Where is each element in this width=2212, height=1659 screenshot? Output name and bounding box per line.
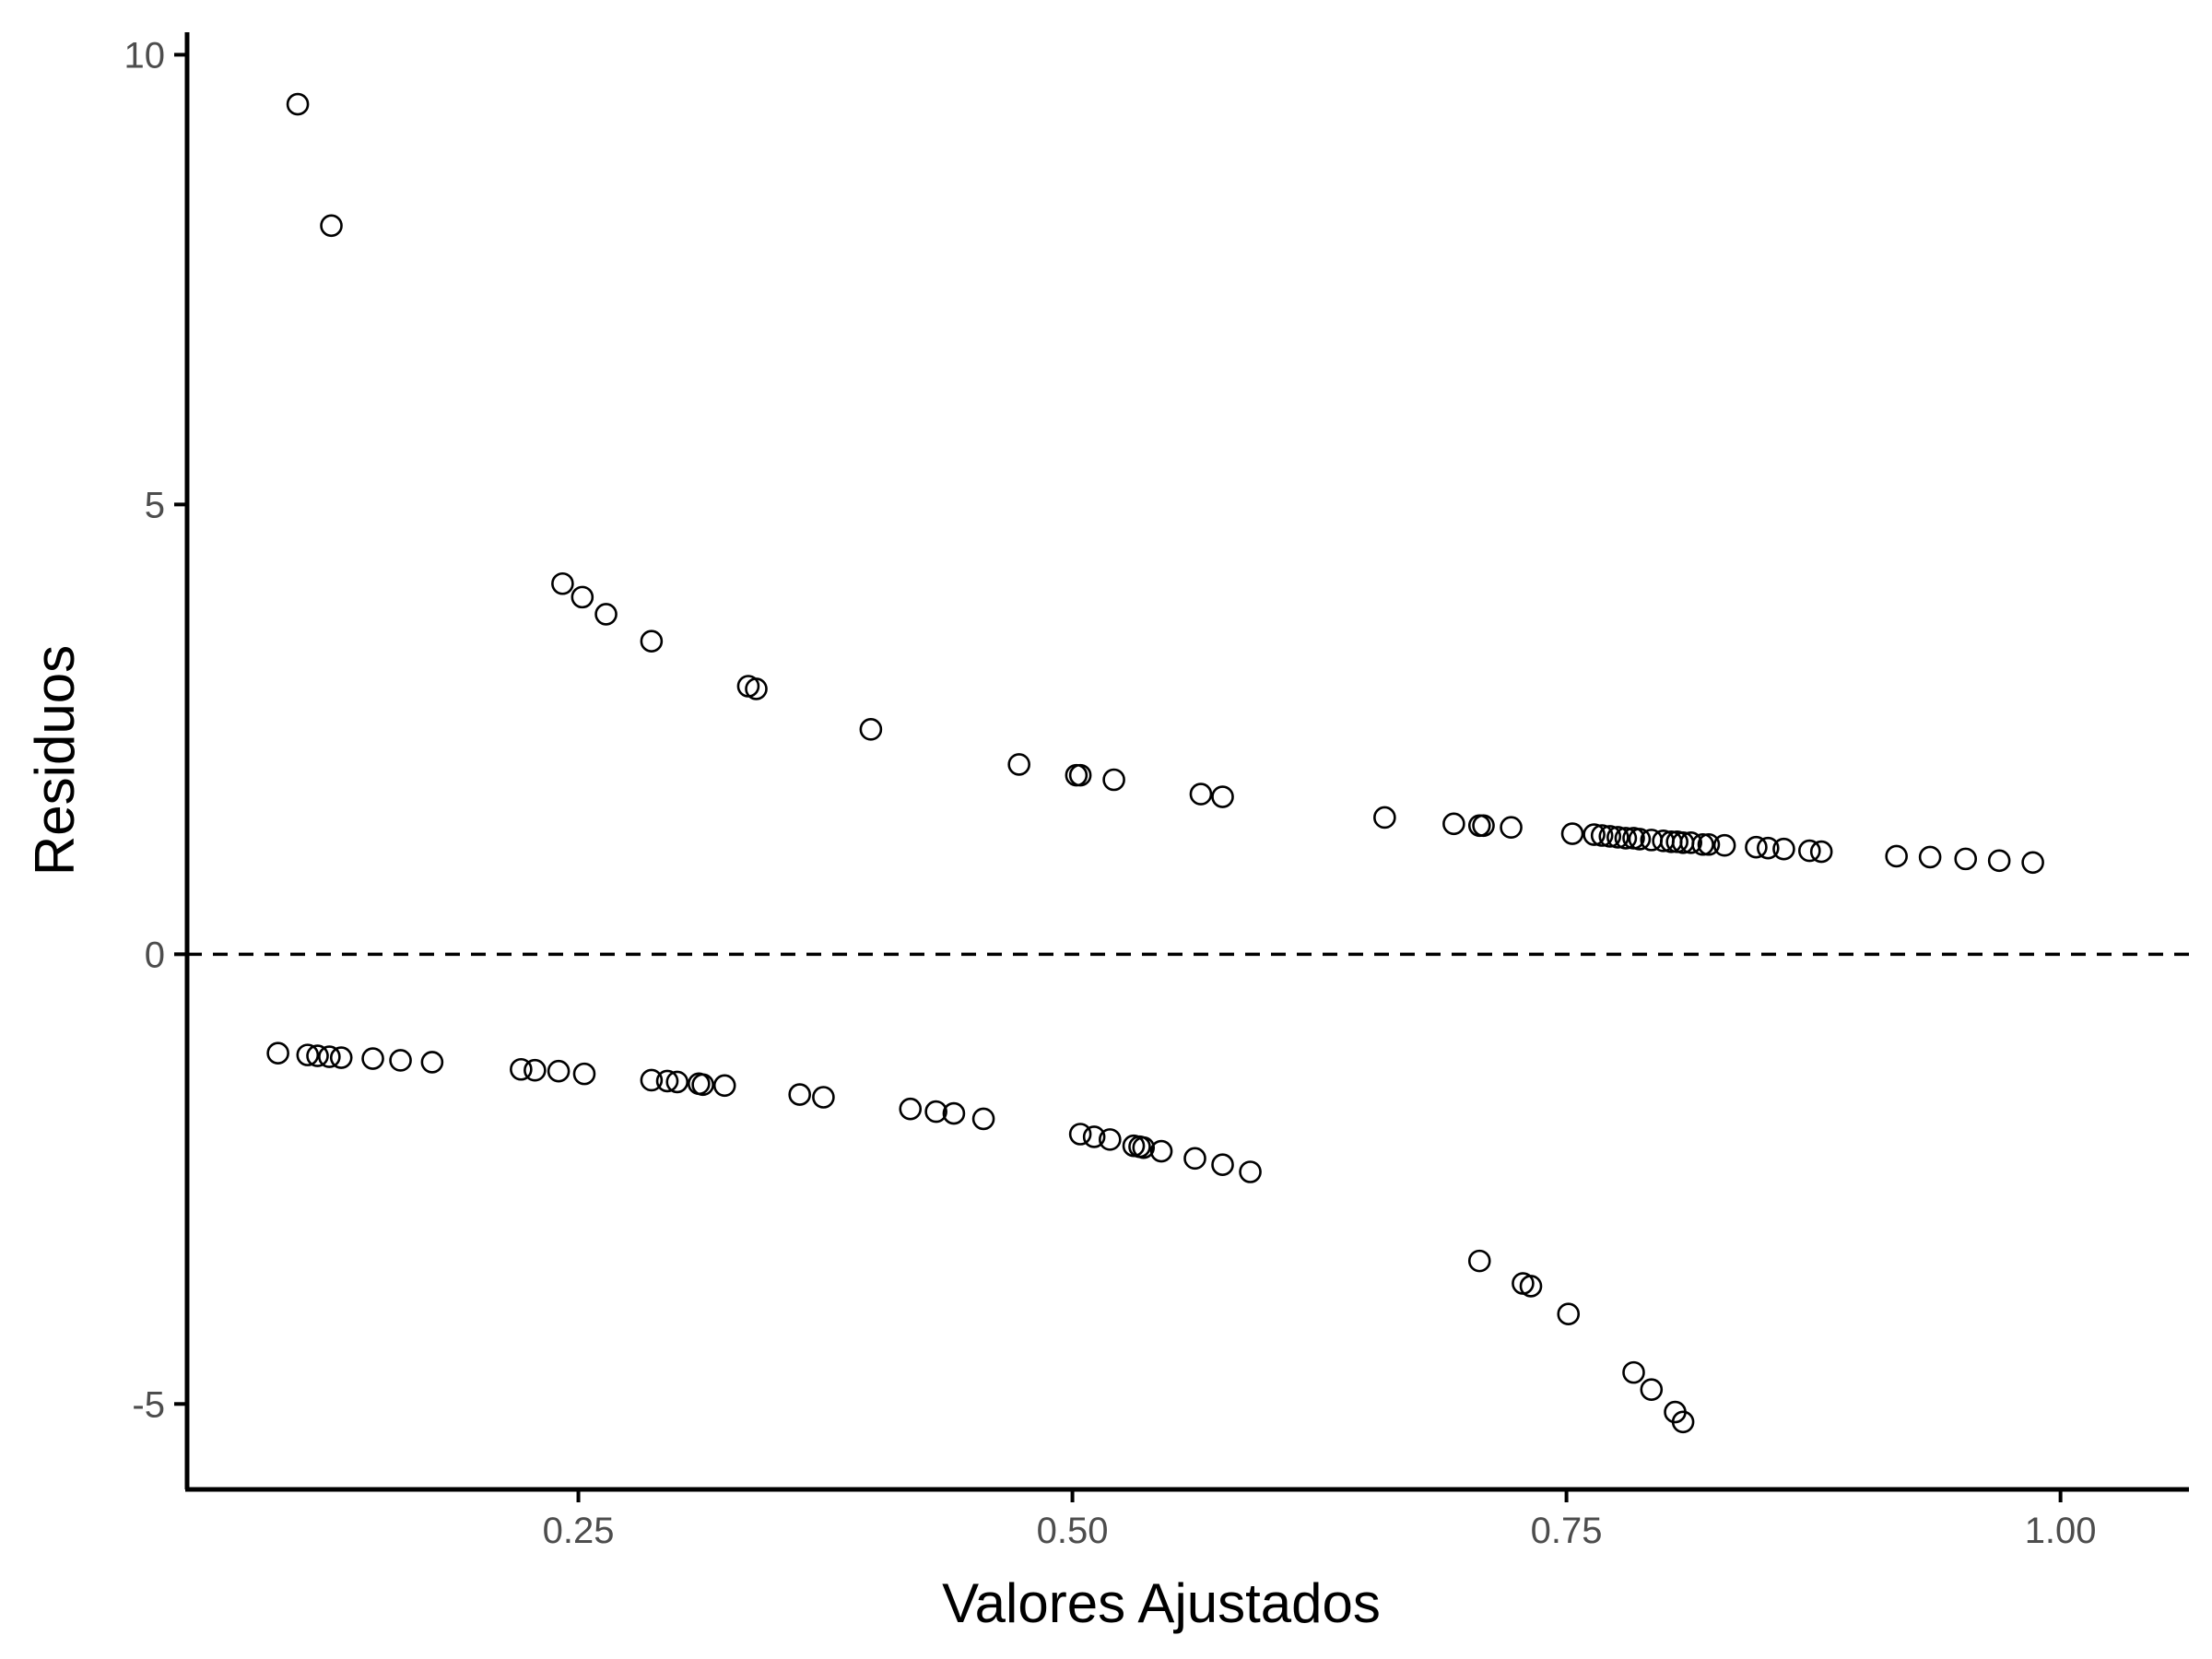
data-point xyxy=(524,1058,547,1082)
data-point xyxy=(712,1074,736,1098)
data-point xyxy=(510,1057,533,1081)
data-point xyxy=(859,718,883,741)
data-point xyxy=(942,1101,966,1125)
data-point xyxy=(1211,785,1234,808)
data-point xyxy=(286,92,310,116)
data-point xyxy=(1102,768,1125,792)
x-tick-label: 1.00 xyxy=(2025,1511,2097,1551)
data-point xyxy=(640,629,664,653)
data-point xyxy=(1519,1275,1543,1298)
data-point xyxy=(1628,828,1652,851)
data-point xyxy=(1691,832,1714,856)
data-point xyxy=(899,1097,923,1121)
data-point xyxy=(1500,816,1523,840)
data-point xyxy=(788,1083,811,1106)
data-point xyxy=(1239,1160,1262,1183)
data-point xyxy=(1757,836,1780,860)
data-point xyxy=(1007,753,1030,776)
data-point xyxy=(1189,782,1213,806)
data-point xyxy=(266,1041,289,1065)
y-tick-label: 0 xyxy=(145,935,165,975)
y-tick-label: 5 xyxy=(145,485,165,525)
data-point xyxy=(547,1059,571,1083)
data-point xyxy=(1583,823,1606,846)
data-point xyxy=(640,1068,664,1092)
data-point xyxy=(1622,1360,1645,1384)
points-layer xyxy=(266,92,2044,1434)
data-point xyxy=(306,1044,329,1067)
data-point xyxy=(1809,840,1833,864)
data-point xyxy=(296,1043,320,1066)
data-point xyxy=(1954,847,1978,871)
y-tick-label: 10 xyxy=(124,35,166,76)
data-point xyxy=(1590,824,1614,847)
y-axis-title: Residuos xyxy=(24,645,86,876)
axes-layer xyxy=(184,32,2189,1492)
data-point xyxy=(665,1070,689,1094)
data-point xyxy=(1373,806,1396,830)
data-point xyxy=(924,1100,947,1124)
data-point xyxy=(318,1045,341,1068)
ticks-layer: 0.25 0.50 0.75 1.00 -5 0 5 10 xyxy=(124,35,2097,1551)
data-point xyxy=(1697,832,1721,856)
data-point xyxy=(1068,763,1092,787)
x-tick-label: 0.25 xyxy=(543,1511,615,1551)
data-point xyxy=(389,1049,412,1072)
data-point xyxy=(420,1051,444,1074)
data-point xyxy=(1614,827,1638,850)
data-point xyxy=(1560,822,1584,845)
data-point xyxy=(1679,831,1702,854)
data-point xyxy=(320,214,343,238)
y-tick-label: -5 xyxy=(132,1384,165,1425)
x-tick-label: 0.75 xyxy=(1531,1511,1603,1551)
data-point xyxy=(1132,1135,1156,1159)
x-tick-label: 0.50 xyxy=(1037,1511,1109,1551)
data-point xyxy=(2021,851,2044,875)
data-point xyxy=(1671,1410,1695,1434)
data-point xyxy=(361,1047,384,1070)
data-point xyxy=(1099,1128,1122,1151)
data-point xyxy=(655,1069,679,1093)
data-point xyxy=(745,677,768,700)
data-point xyxy=(1918,845,1942,869)
data-point xyxy=(971,1107,995,1131)
data-point xyxy=(1557,1302,1581,1325)
data-point xyxy=(812,1086,835,1109)
data-point xyxy=(1467,1249,1491,1273)
data-point xyxy=(1987,849,2011,873)
data-point xyxy=(1606,826,1630,849)
data-point xyxy=(1772,837,1795,861)
data-point xyxy=(329,1046,353,1069)
data-point xyxy=(1183,1147,1206,1171)
data-point xyxy=(1068,1123,1092,1146)
data-point xyxy=(1798,839,1821,863)
data-point xyxy=(1149,1139,1173,1163)
data-point xyxy=(1442,812,1465,836)
data-point xyxy=(571,585,594,609)
data-point xyxy=(1885,844,1908,868)
data-point xyxy=(572,1062,596,1086)
data-point xyxy=(1712,833,1736,857)
data-point xyxy=(594,603,618,626)
data-point xyxy=(551,571,574,595)
data-point xyxy=(1082,1125,1106,1148)
data-point xyxy=(1745,835,1768,859)
data-point xyxy=(1598,825,1622,848)
data-point xyxy=(1640,1378,1664,1401)
x-axis-title: Valores Ajustados xyxy=(942,1572,1381,1634)
data-point xyxy=(691,1073,714,1097)
data-point xyxy=(1472,814,1495,838)
data-point xyxy=(1211,1153,1234,1176)
